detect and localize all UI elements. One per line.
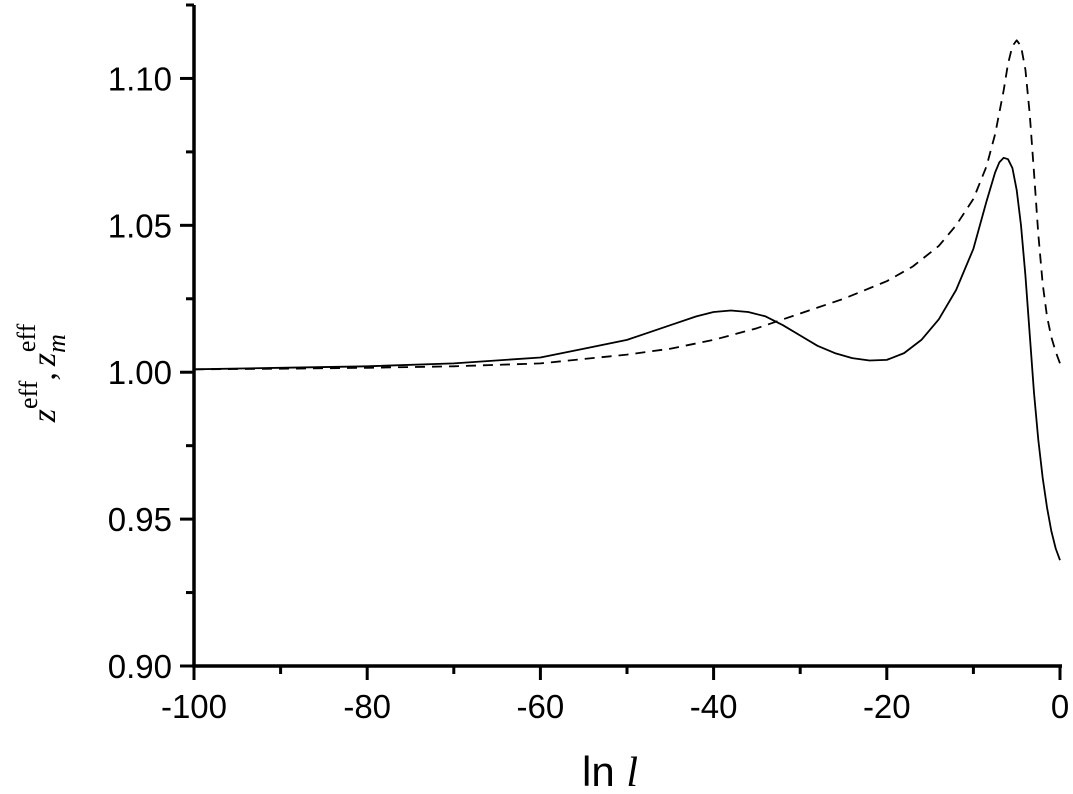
ticks-layer: -100 -80 -60 -40 -20 0 0.90 0.95 1.00 1.05 1.10 <box>108 3 1069 725</box>
series-line-2-dashed <box>193 39 1061 371</box>
y-axis-symbol-1: z <box>26 409 63 423</box>
series-layer <box>193 39 1061 561</box>
y-axis-sub-2: m <box>42 334 71 353</box>
y-axis-title: zeff,zmeff <box>12 323 71 423</box>
x-axis-title: ln l <box>582 748 638 794</box>
y-tick-label: 1.05 <box>108 207 172 244</box>
x-tick-label: -20 <box>863 688 911 725</box>
svg-text:zeff,zmeff: zeff,zmeff <box>12 323 71 423</box>
y-axis-sup-1: eff <box>14 380 43 409</box>
x-tick-label: 0 <box>1051 688 1069 725</box>
series-line-1-solid <box>193 156 1061 561</box>
y-axis-sup-2: eff <box>12 323 41 352</box>
y-tick-label: 0.90 <box>108 648 172 685</box>
x-tick-label: -80 <box>343 688 391 725</box>
y-axis-symbol-2: z <box>26 353 63 367</box>
y-tick-label: 1.10 <box>108 60 172 97</box>
x-tick-label: -60 <box>517 688 565 725</box>
y-tick-label: 0.95 <box>108 501 172 538</box>
y-axis-separator: , <box>26 372 63 381</box>
axes-layer <box>192 5 1062 668</box>
x-tick-label: -40 <box>690 688 738 725</box>
x-tick-label: -100 <box>161 688 227 725</box>
y-tick-label: 1.00 <box>108 354 172 391</box>
